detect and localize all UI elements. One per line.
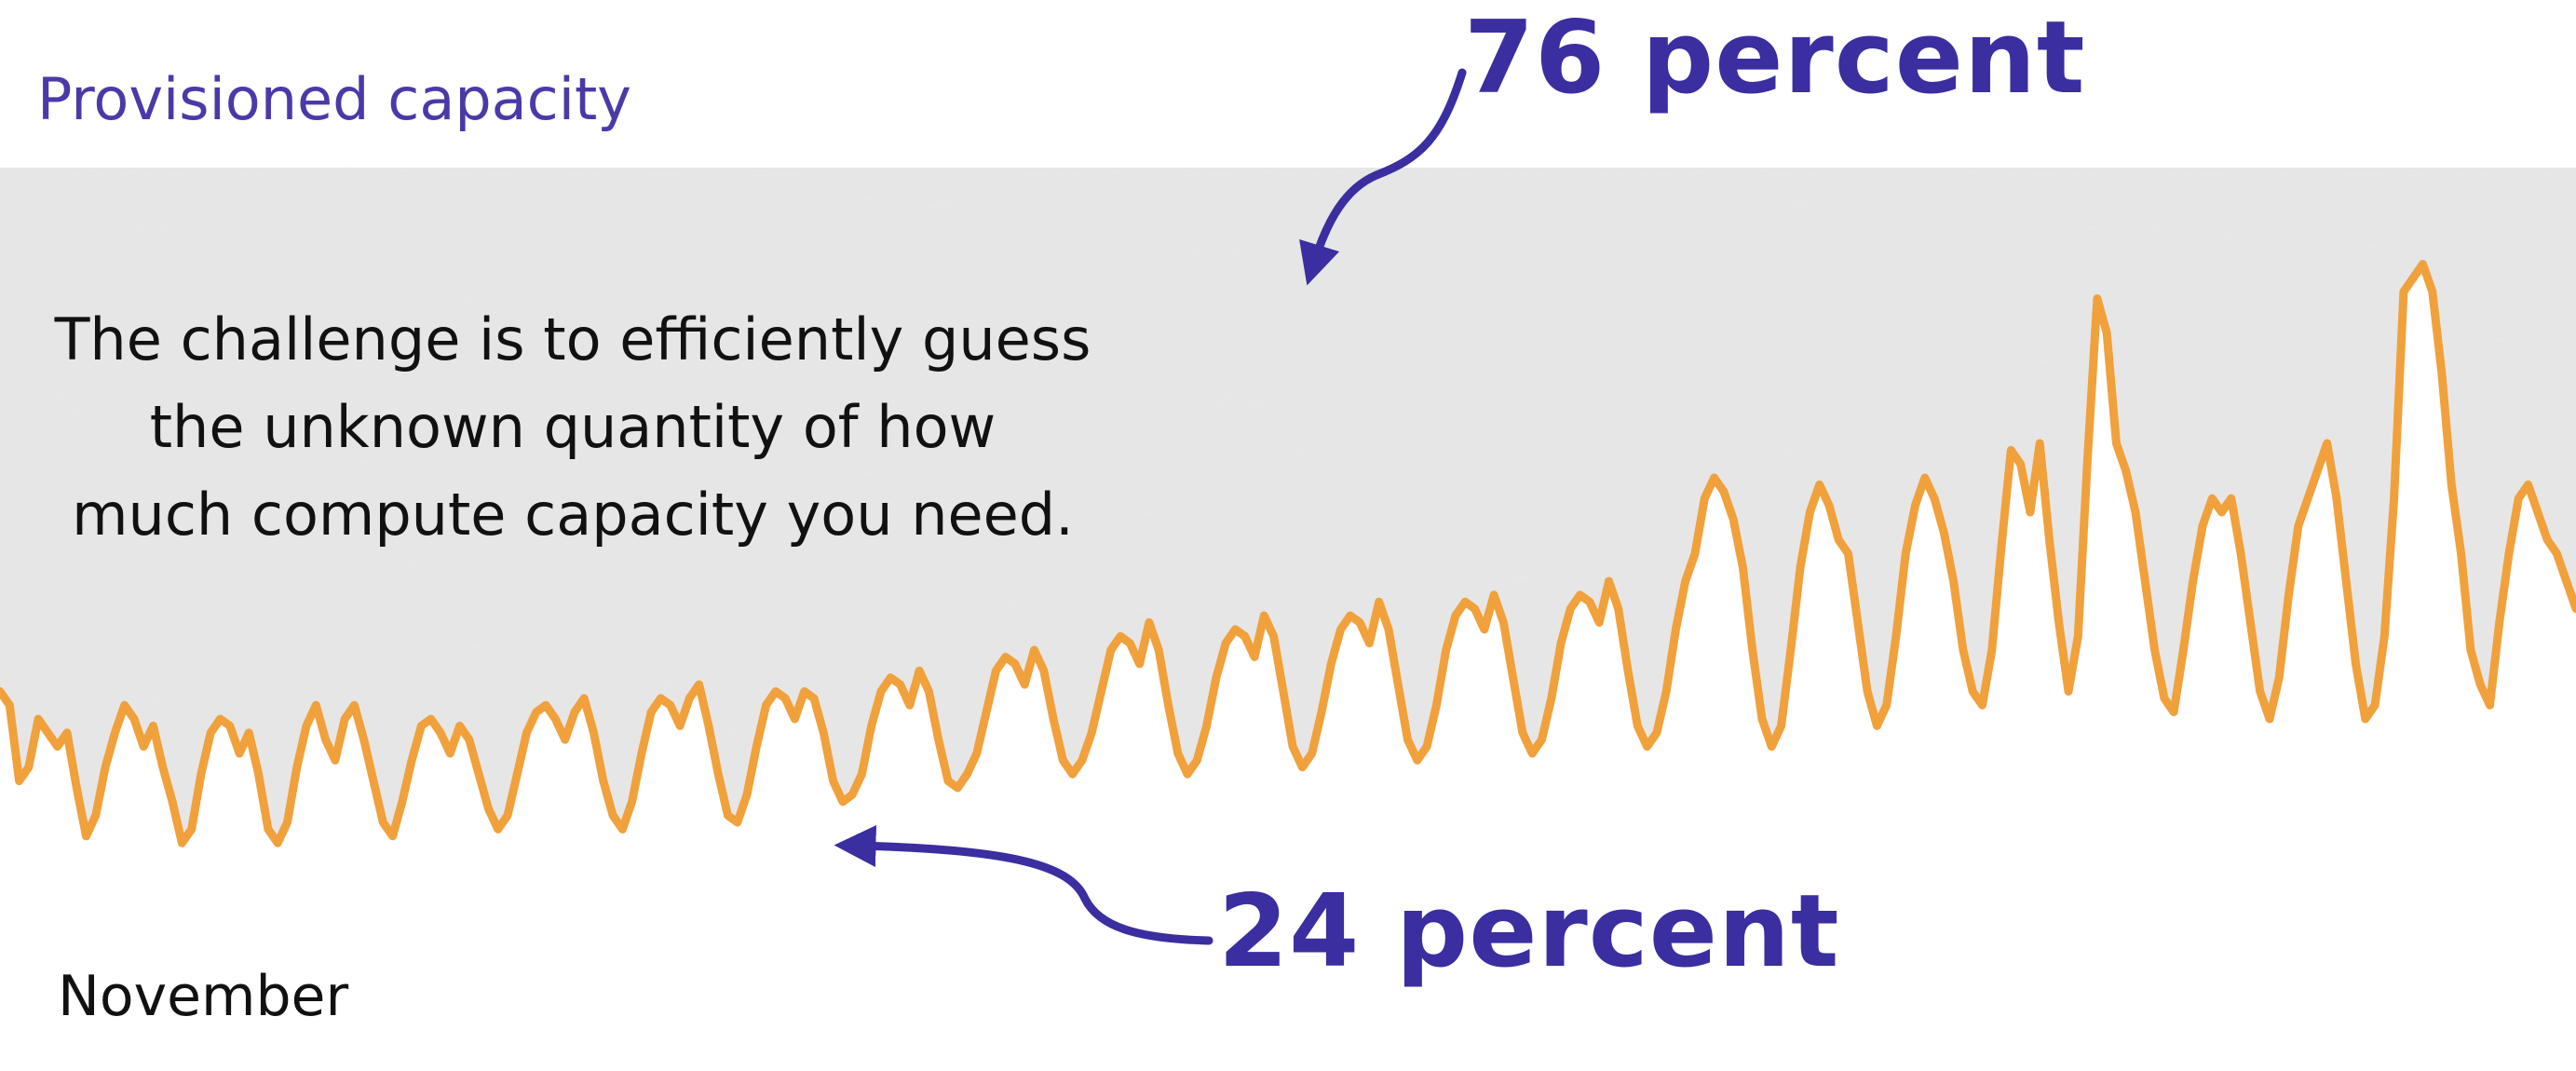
demand-series-line [0, 260, 2576, 847]
bottom-annotation-arrow [834, 825, 1213, 945]
month-axis-label: November [58, 964, 349, 1029]
top-annotation-arrow [1299, 68, 1467, 286]
callout-line: much compute capacity you need. [72, 481, 1074, 549]
top-percent-annotation: 76 percent [1464, 0, 2086, 116]
bottom-percent-annotation: 24 percent [1218, 874, 1840, 990]
provisioned-capacity-label: Provisioned capacity [37, 65, 631, 133]
callout-line: The challenge is to efficiently guess [54, 305, 1091, 373]
challenge-callout: The challenge is to efficiently guess th… [37, 296, 1108, 559]
callout-line: the unknown quantity of how [149, 393, 997, 461]
provisioned-capacity-band [0, 168, 2576, 844]
provisioned-band-texture [0, 168, 2576, 844]
